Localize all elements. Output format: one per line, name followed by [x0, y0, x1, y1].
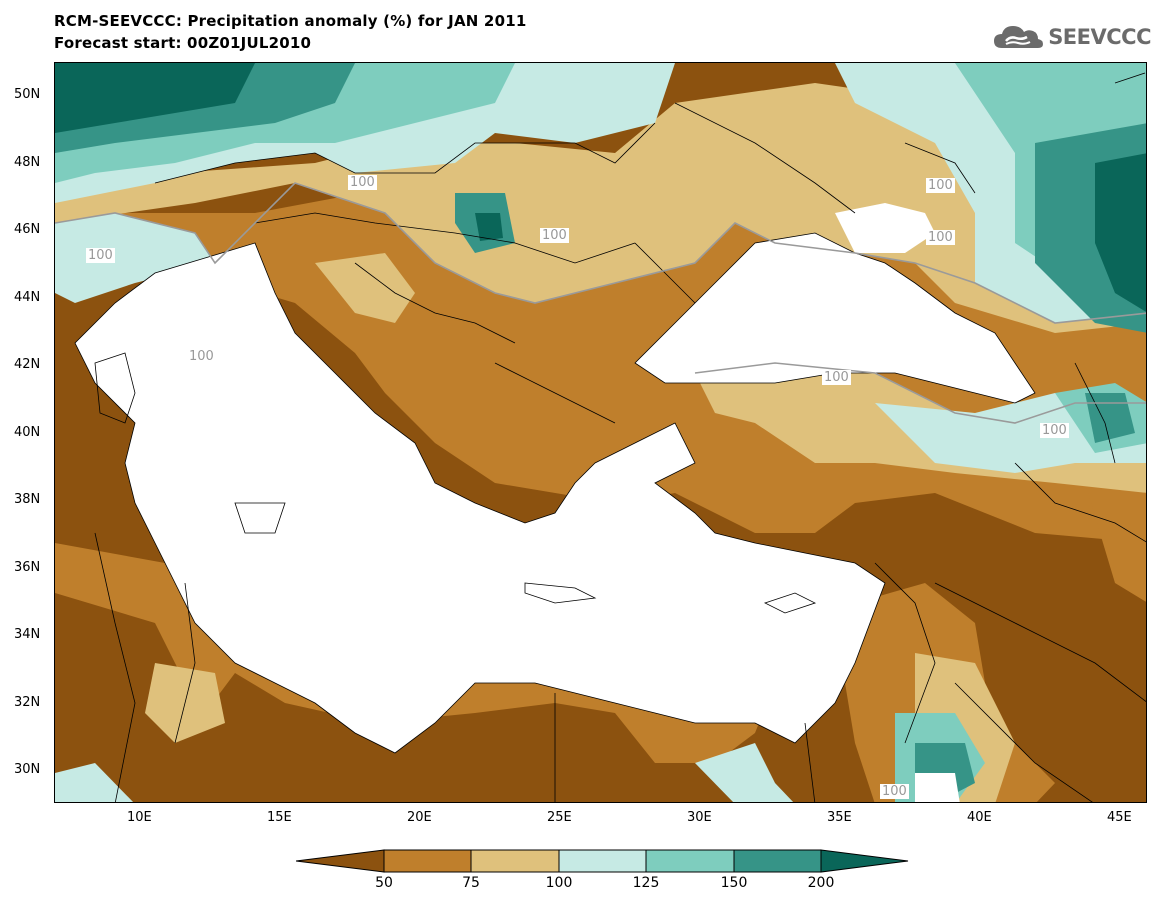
lon-label-10e: 10E — [127, 810, 152, 825]
zone-100-125-alps — [55, 213, 215, 303]
colorbar-150-200 — [733, 849, 822, 873]
sea-of-azov — [835, 203, 935, 253]
colorbar-125-150 — [645, 849, 735, 873]
colorbar-label-100: 100 — [545, 875, 573, 891]
lat-label-44n: 44N — [14, 290, 41, 305]
black-sea — [635, 233, 1035, 403]
logo-text: SEEVCCC — [1048, 25, 1151, 49]
cloud-icon — [994, 26, 1044, 48]
contour-label: 100 — [348, 175, 377, 190]
contour-label: 100 — [822, 370, 851, 385]
lon-label-30e: 30E — [687, 810, 712, 825]
contour-label: 100 — [926, 178, 955, 193]
contour-label: 100 — [187, 349, 216, 364]
lat-label-36n: 36N — [14, 560, 41, 575]
zone-75-100-north — [55, 83, 1146, 333]
lon-label-25e: 25E — [547, 810, 572, 825]
lat-label-50n: 50N — [14, 87, 41, 102]
colorbar-label-75: 75 — [462, 875, 480, 891]
colorbar-50-75 — [383, 849, 472, 873]
contour-label: 100 — [86, 248, 115, 263]
mediterranean-sea — [75, 243, 885, 753]
lon-label-15e: 15E — [267, 810, 292, 825]
colorbar-label-150: 150 — [720, 875, 748, 891]
lat-label-38n: 38N — [14, 492, 41, 507]
contour-label: 100 — [540, 228, 569, 243]
lon-label-40e: 40E — [967, 810, 992, 825]
white-patch-arabia — [915, 773, 960, 802]
zone-75-100-balkan — [315, 253, 415, 323]
contour-label: 100 — [880, 784, 909, 799]
lat-label-32n: 32N — [14, 695, 41, 710]
seevccc-logo: SEEVCCC — [992, 22, 1151, 52]
zone-gt200-east — [1095, 153, 1146, 312]
zone-gt200-romania — [475, 213, 503, 241]
map-canvas — [55, 63, 1146, 802]
colorbar-label-125: 125 — [632, 875, 660, 891]
zone-50-75-east — [1085, 463, 1146, 602]
chart-title: RCM-SEEVCCC: Precipitation anomaly (%) f… — [54, 12, 527, 30]
lon-label-20e: 20E — [407, 810, 432, 825]
lon-label-45e: 45E — [1107, 810, 1132, 825]
zone-150-200-caucasus — [1085, 393, 1135, 443]
contour-100-lines — [55, 182, 1146, 424]
contour-label: 100 — [1040, 423, 1069, 438]
chart-subtitle: Forecast start: 00Z01JUL2010 — [54, 34, 312, 52]
zone-100-125-sinai — [695, 743, 794, 802]
colorbar — [296, 849, 909, 873]
lat-label-46n: 46N — [14, 222, 41, 237]
colorbar-lt50 — [296, 849, 385, 873]
colorbar-75-100 — [470, 849, 560, 873]
colorbar-gt200 — [820, 849, 909, 873]
contour-label: 100 — [926, 230, 955, 245]
zone-gt200-north — [55, 63, 255, 133]
lat-label-42n: 42N — [14, 357, 41, 372]
lat-label-48n: 48N — [14, 155, 41, 170]
colorbar-100-125 — [558, 849, 647, 873]
colorbar-label-200: 200 — [807, 875, 835, 891]
colorbar-label-50: 50 — [375, 875, 393, 891]
lat-label-34n: 34N — [14, 627, 41, 642]
zone-100-125-sw — [55, 763, 134, 802]
lat-label-40n: 40N — [14, 425, 41, 440]
borders-layer — [74, 72, 1146, 802]
lon-label-35e: 35E — [827, 810, 852, 825]
precipitation-anomaly-map — [54, 62, 1147, 803]
lat-label-30n: 30N — [14, 762, 41, 777]
